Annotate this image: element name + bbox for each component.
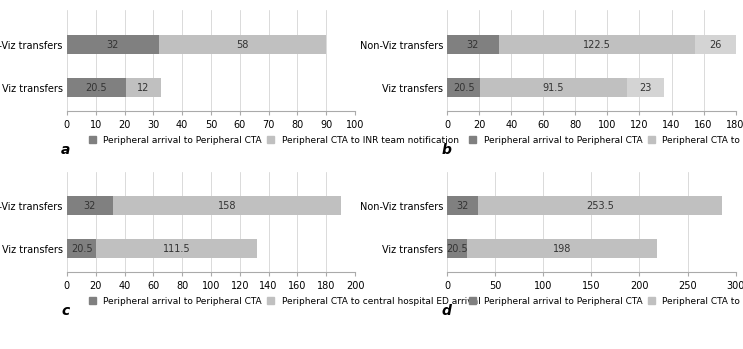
Text: 12: 12 — [137, 83, 149, 92]
Bar — [626, 78, 663, 97]
Text: d: d — [441, 304, 452, 318]
Bar — [67, 78, 126, 97]
Text: 32: 32 — [84, 201, 96, 211]
Bar — [67, 239, 97, 258]
Bar — [447, 239, 467, 258]
Text: c: c — [61, 304, 69, 318]
Text: 32: 32 — [467, 40, 479, 50]
Bar — [478, 196, 721, 215]
Text: 158: 158 — [218, 201, 236, 211]
Text: 20.5: 20.5 — [453, 83, 475, 92]
Text: a: a — [61, 143, 71, 157]
Text: 20.5: 20.5 — [85, 83, 107, 92]
Text: 253.5: 253.5 — [586, 201, 614, 211]
Text: 198: 198 — [553, 244, 571, 254]
Bar — [67, 35, 159, 54]
Bar — [113, 196, 341, 215]
Bar — [447, 35, 499, 54]
Text: 32: 32 — [107, 40, 119, 50]
Text: 58: 58 — [236, 40, 249, 50]
Text: 111.5: 111.5 — [163, 244, 190, 254]
Bar — [695, 35, 736, 54]
Bar — [467, 239, 658, 258]
Legend: Peripheral arrival to Peripheral CTA, Peripheral CTA to recanalization: Peripheral arrival to Peripheral CTA, Pe… — [469, 297, 743, 306]
Bar — [67, 196, 113, 215]
Bar — [447, 78, 480, 97]
Text: 91.5: 91.5 — [542, 83, 564, 92]
Legend: Peripheral arrival to Peripheral CTA, Peripheral CTA to peripheral departure, Tr: Peripheral arrival to Peripheral CTA, Pe… — [469, 136, 743, 145]
Text: 20.5: 20.5 — [71, 244, 92, 254]
Bar — [499, 35, 695, 54]
Bar — [126, 78, 160, 97]
Bar — [159, 35, 326, 54]
Legend: Peripheral arrival to Peripheral CTA, Peripheral CTA to central hospital ED arri: Peripheral arrival to Peripheral CTA, Pe… — [88, 297, 481, 306]
Text: 32: 32 — [456, 201, 469, 211]
Bar — [97, 239, 257, 258]
Text: 23: 23 — [639, 83, 652, 92]
Bar — [447, 196, 478, 215]
Text: 26: 26 — [710, 40, 721, 50]
Text: b: b — [441, 143, 452, 157]
Text: 122.5: 122.5 — [583, 40, 611, 50]
Bar — [480, 78, 626, 97]
Text: 20.5: 20.5 — [447, 244, 468, 254]
Legend: Peripheral arrival to Peripheral CTA, Peripheral CTA to INR team notification: Peripheral arrival to Peripheral CTA, Pe… — [88, 136, 458, 145]
